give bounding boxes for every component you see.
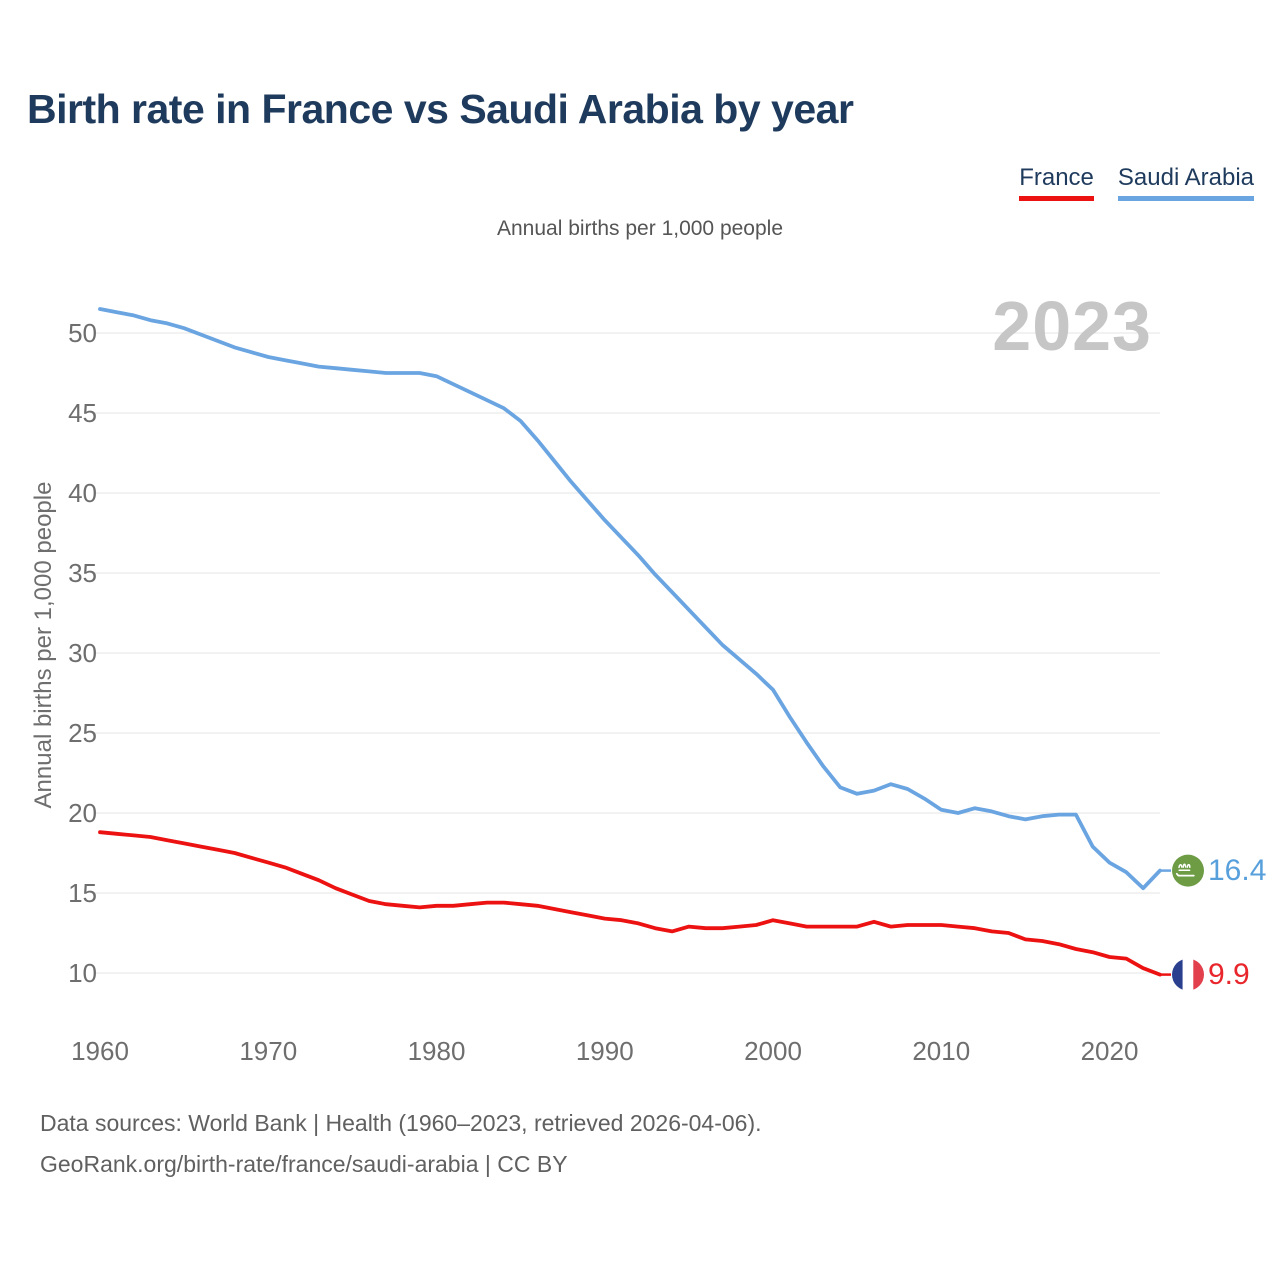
saudi-arabia-flag-icon <box>1172 854 1204 887</box>
chart-subtitle: Annual births per 1,000 people <box>496 217 784 240</box>
footer-attribution: Data sources: World Bank | Health (1960–… <box>40 1103 762 1185</box>
y-tick-label: 15 <box>68 878 97 908</box>
x-tick-label: 1990 <box>575 1036 634 1066</box>
legend-item-saudi-arabia[interactable]: Saudi Arabia <box>1117 164 1254 201</box>
y-tick-label: 50 <box>68 318 97 348</box>
footer-data-sources: Data sources: World Bank | Health (1960–… <box>40 1110 762 1136</box>
y-tick-label: 35 <box>68 558 97 588</box>
france-end-value-label: 9.9 <box>1208 957 1250 991</box>
watermark-year: 2023 <box>992 287 1152 365</box>
y-tick-label: 45 <box>68 398 97 428</box>
y-tick-label: 40 <box>68 478 97 508</box>
gridlines <box>95 332 1160 974</box>
y-tick-label: 20 <box>68 798 97 828</box>
footer-source-url: GeoRank.org/birth-rate/france/saudi-arab… <box>40 1151 568 1177</box>
legend: France Saudi Arabia <box>1019 164 1254 201</box>
x-tick-label: 2020 <box>1080 1036 1139 1066</box>
saudi-arabia-end-value-label: 16.4 <box>1208 853 1267 887</box>
france-flag-icon <box>1172 958 1204 991</box>
legend-item-france[interactable]: France <box>1019 164 1094 201</box>
x-tick-label: 1970 <box>239 1036 298 1066</box>
x-tick-label: 2000 <box>744 1036 802 1066</box>
x-tick-label: 2010 <box>912 1036 971 1066</box>
x-tick-label: 1980 <box>407 1036 466 1066</box>
france-line <box>98 830 1162 977</box>
y-tick-label: 25 <box>68 718 97 748</box>
x-tick-label: 1960 <box>71 1036 129 1066</box>
saudi-arabia-line <box>98 307 1162 891</box>
y-tick-label: 10 <box>68 958 97 988</box>
chart-title: Birth rate in France vs Saudi Arabia by … <box>27 86 854 132</box>
y-tick-label: 30 <box>68 638 97 668</box>
